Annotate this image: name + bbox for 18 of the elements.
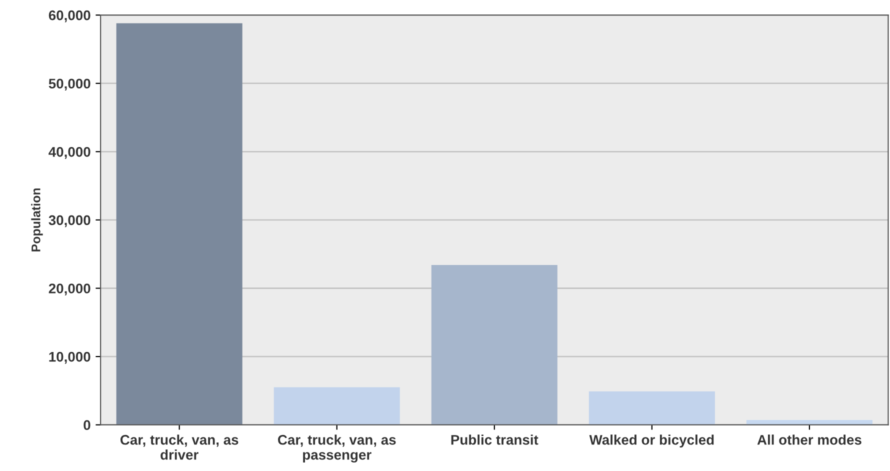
x-tick-label: Car, truck, van, as passenger bbox=[278, 434, 396, 463]
y-tick-label: 0 bbox=[84, 420, 90, 430]
x-tick-label: Walked or bicycled bbox=[589, 434, 714, 448]
y-tick-label: 40,000 bbox=[48, 146, 90, 159]
x-tick-label: Car, truck, van, as driver bbox=[120, 434, 238, 460]
y-tick-label: 20,000 bbox=[48, 284, 90, 296]
y-tick-label: 30,000 bbox=[48, 215, 90, 228]
x-tick-label: All other modes bbox=[757, 434, 862, 445]
bar bbox=[274, 387, 400, 425]
y-tick-label: 10,000 bbox=[49, 352, 90, 364]
bar bbox=[431, 265, 558, 425]
bar bbox=[588, 391, 715, 425]
y-axis-title: Population bbox=[31, 188, 43, 252]
y-tick-label: 50,000 bbox=[48, 78, 90, 91]
x-tick-label: Public transit bbox=[451, 434, 538, 445]
bar bbox=[746, 420, 872, 425]
y-tick-label: 60,000 bbox=[48, 10, 90, 22]
bar bbox=[116, 23, 242, 425]
